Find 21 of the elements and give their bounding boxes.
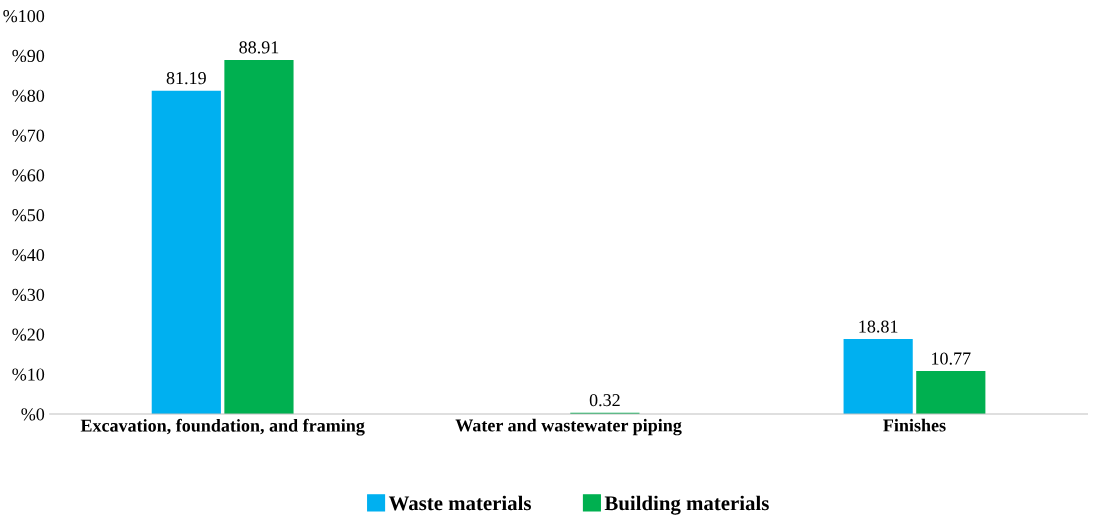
legend-label: Waste materials: [388, 495, 531, 511]
y-tick-label: %50: [12, 209, 45, 222]
y-tick-label: %30: [12, 288, 45, 301]
x-tick-label: Water and wastewater piping: [455, 418, 682, 436]
y-tick-label: %90: [12, 49, 45, 63]
y-tick-label: %100: [3, 9, 45, 23]
data-label: 10.77: [932, 352, 971, 365]
data-label: 0.32: [589, 394, 620, 407]
y-tick-label: %60: [12, 169, 45, 182]
y-tick-label: %10: [12, 368, 45, 381]
legend-label: Building materials: [604, 495, 769, 515]
y-tick-label: %80: [12, 89, 45, 102]
y-tick-label: %20: [12, 328, 45, 341]
x-tick-label: Excavation, foundation, and framing: [80, 418, 365, 436]
y-tick-label: %40: [12, 248, 45, 262]
data-label: 88.91: [239, 41, 279, 54]
y-tick-label: %0: [21, 408, 45, 421]
data-label: 81.19: [166, 72, 206, 85]
y-tick-label: %70: [12, 129, 45, 142]
data-label: 18.81: [859, 320, 898, 333]
x-tick-label: Finishes: [883, 418, 946, 432]
